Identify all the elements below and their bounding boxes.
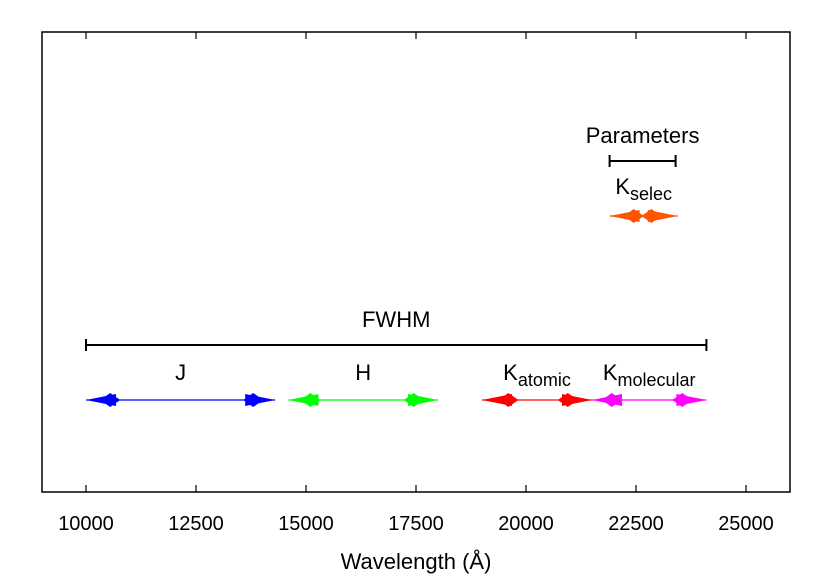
band-label: Kselec	[615, 174, 672, 204]
x-tick-label: 17500	[388, 513, 444, 535]
bands: J H Katomic Kmolecular Kselec	[86, 174, 707, 407]
x-tick-labels: 10000 12500 15000 17500 20000 22500 25000	[58, 513, 774, 535]
band-marker	[100, 393, 121, 407]
x-tick-label: 25000	[718, 513, 774, 535]
bracket-label: FWHM	[362, 307, 430, 332]
x-ticks	[85, 32, 747, 492]
bracket-label: Parameters	[586, 123, 700, 148]
x-tick-label: 10000	[58, 513, 114, 535]
x-tick-label: 22500	[608, 513, 664, 535]
x-tick-label: 20000	[498, 513, 554, 535]
brackets: FWHM Parameters	[85, 123, 708, 351]
band-marker	[498, 393, 519, 407]
band-marker	[243, 393, 264, 407]
band-label: Katomic	[503, 360, 571, 390]
band-marker	[403, 393, 424, 407]
band-label: J	[175, 360, 186, 385]
band-marker	[300, 393, 321, 407]
band-marker	[641, 209, 662, 223]
band-marker	[557, 393, 578, 407]
x-tick-label: 15000	[278, 513, 334, 535]
band-label: Kmolecular	[603, 360, 696, 390]
band-marker	[623, 209, 644, 223]
band-label: H	[355, 360, 371, 385]
x-axis-title: Wavelength (Å)	[341, 549, 492, 574]
band-marker	[601, 393, 622, 407]
band-marker	[672, 393, 693, 407]
plot-frame	[41, 31, 791, 493]
x-tick-label: 12500	[168, 513, 224, 535]
